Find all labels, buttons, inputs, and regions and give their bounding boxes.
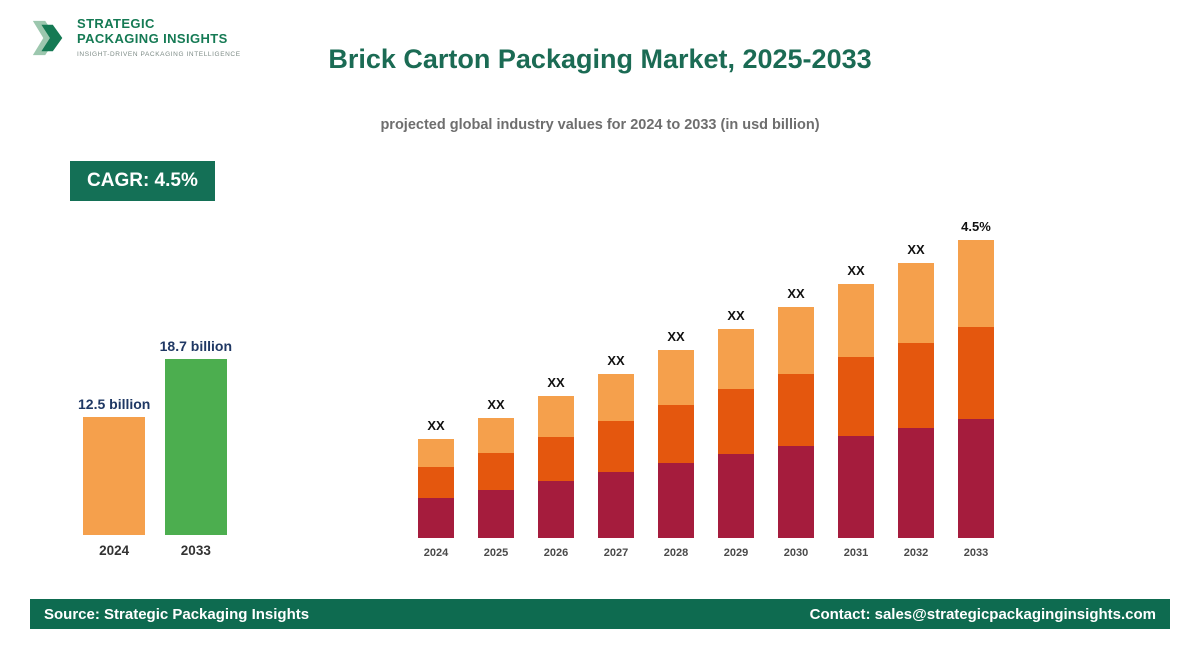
stack-bars: XX 2024 XX 2025 XX 2026 XX 2027 XX 2028 XX 2029 XX 20… bbox=[418, 213, 994, 559]
axis-year-label: 2033 bbox=[963, 547, 989, 559]
segment-bottom bbox=[658, 463, 694, 538]
logo-chevron-icon bbox=[32, 20, 63, 56]
axis-year-label: 2026 bbox=[543, 547, 569, 559]
mini-bars: 12.5 billion 2024 18.7 billion 2033 bbox=[78, 338, 232, 558]
segment-middle bbox=[958, 327, 994, 419]
mini-bar-chart: 12.5 billion 2024 18.7 billion 2033 bbox=[78, 338, 232, 558]
stacked-bar-column: XX 2031 bbox=[838, 263, 874, 559]
axis-year-label: 2029 bbox=[723, 547, 749, 559]
logo-text: STRATEGIC PACKAGING INSIGHTS INSIGHT-DRI… bbox=[77, 16, 241, 59]
stacked-bar-column: XX 2030 bbox=[778, 286, 814, 559]
logo-tagline: INSIGHT-DRIVEN PACKAGING INTELLIGENCE bbox=[77, 51, 241, 59]
bar-top-label: 4.5% bbox=[961, 219, 991, 234]
logo-name-line1: STRATEGIC bbox=[77, 16, 155, 32]
segment-top bbox=[898, 263, 934, 343]
axis-year-label: 2033 bbox=[180, 543, 211, 558]
axis-year-label: 2024 bbox=[423, 547, 449, 559]
segment-top bbox=[778, 307, 814, 374]
page-title: Brick Carton Packaging Market, 2025-2033 bbox=[328, 44, 872, 74]
bar-top-label: XX bbox=[667, 329, 685, 344]
segment-bottom bbox=[898, 428, 934, 538]
stacked-bar-column: XX 2032 bbox=[898, 242, 934, 559]
segment-top bbox=[718, 329, 754, 389]
segment-top bbox=[538, 396, 574, 437]
bar-top-label: XX bbox=[847, 263, 865, 278]
footer-contact: Contact: sales@strategicpackaginginsight… bbox=[809, 605, 1156, 623]
cagr-badge: CAGR: 4.5% bbox=[70, 161, 215, 201]
mini-bar bbox=[83, 417, 146, 535]
segment-top bbox=[598, 374, 634, 421]
segment-bottom bbox=[718, 454, 754, 538]
segment-top bbox=[958, 240, 994, 327]
stacked-bar-column: XX 2025 bbox=[478, 397, 514, 559]
segment-top bbox=[658, 350, 694, 405]
bar-top-label: XX bbox=[727, 308, 745, 323]
segment-middle bbox=[778, 374, 814, 446]
logo-name-line2: PACKAGING INSIGHTS bbox=[77, 31, 228, 47]
axis-year-label: 2032 bbox=[903, 547, 929, 559]
stacked-bar-column: XX 2024 bbox=[418, 418, 454, 559]
segment-top bbox=[478, 418, 514, 453]
bar-top-label: XX bbox=[547, 375, 565, 390]
mini-bar-column: 18.7 billion 2033 bbox=[160, 338, 232, 558]
bar-value-label: 18.7 billion bbox=[159, 338, 232, 354]
segment-bottom bbox=[838, 436, 874, 538]
segment-bottom bbox=[538, 481, 574, 538]
axis-year-label: 2024 bbox=[99, 543, 130, 558]
bar-value-label: 12.5 billion bbox=[78, 396, 151, 412]
axis-year-label: 2031 bbox=[843, 547, 869, 559]
mini-bar bbox=[164, 359, 227, 535]
segment-middle bbox=[718, 389, 754, 454]
page-subtitle: projected global industry values for 202… bbox=[380, 117, 820, 133]
mini-bar-column: 12.5 billion 2024 bbox=[78, 396, 150, 558]
segment-middle bbox=[418, 467, 454, 498]
stacked-bar-column: XX 2027 bbox=[598, 353, 634, 559]
bar-top-label: XX bbox=[427, 418, 445, 433]
footer-source: Source: Strategic Packaging Insights bbox=[44, 605, 310, 623]
bar-top-label: XX bbox=[787, 286, 805, 301]
bar-top-label: XX bbox=[907, 242, 925, 257]
axis-year-label: 2025 bbox=[483, 547, 509, 559]
stacked-bar-chart: XX 2024 XX 2025 XX 2026 XX 2027 XX 2028 XX 2029 XX 20… bbox=[418, 213, 994, 559]
segment-middle bbox=[658, 405, 694, 463]
segment-top bbox=[418, 439, 454, 467]
segment-bottom bbox=[478, 490, 514, 538]
bar-top-label: XX bbox=[487, 397, 505, 412]
bar-top-label: XX bbox=[607, 353, 625, 368]
footer-bar: Source: Strategic Packaging Insights Con… bbox=[30, 599, 1170, 629]
segment-bottom bbox=[778, 446, 814, 538]
segment-middle bbox=[538, 437, 574, 481]
axis-year-label: 2028 bbox=[663, 547, 689, 559]
segment-bottom bbox=[598, 472, 634, 538]
stacked-bar-column: XX 2028 bbox=[658, 329, 694, 559]
stacked-bar-column: XX 2026 bbox=[538, 375, 574, 559]
segment-top bbox=[838, 284, 874, 357]
segment-middle bbox=[478, 453, 514, 490]
logo: STRATEGIC PACKAGING INSIGHTS INSIGHT-DRI… bbox=[30, 14, 241, 62]
segment-bottom bbox=[958, 419, 994, 538]
axis-year-label: 2030 bbox=[783, 547, 809, 559]
segment-middle bbox=[898, 343, 934, 428]
axis-year-label: 2027 bbox=[603, 547, 629, 559]
segment-middle bbox=[838, 357, 874, 436]
stacked-bar-column: XX 2029 bbox=[718, 308, 754, 559]
segment-middle bbox=[598, 421, 634, 472]
segment-bottom bbox=[418, 498, 454, 538]
stacked-bar-column: 4.5% 2033 bbox=[958, 219, 994, 559]
